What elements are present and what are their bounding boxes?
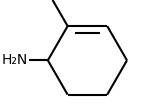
Text: H₂N: H₂N [1, 53, 28, 67]
